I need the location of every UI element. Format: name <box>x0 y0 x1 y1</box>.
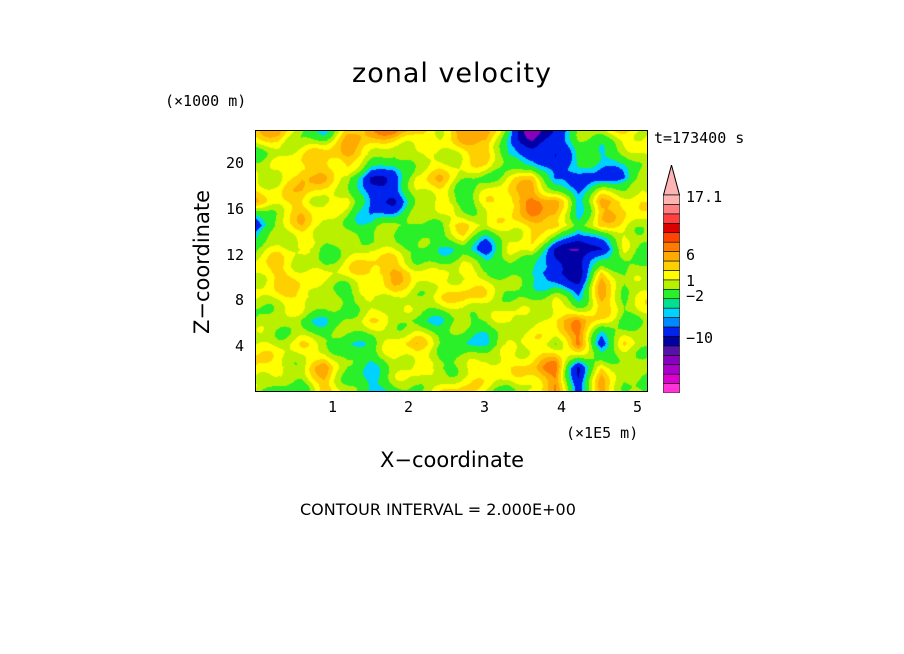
colorbar-swatch <box>663 345 680 356</box>
x-tick-label: 3 <box>480 398 490 416</box>
chart-title: zonal velocity <box>352 58 552 89</box>
colorbar-swatch <box>663 298 680 309</box>
colorbar-swatch <box>663 317 680 328</box>
x-axis-label-text: X−coordinate <box>380 448 524 472</box>
colorbar-swatch <box>663 373 680 384</box>
colorbar-label: 17.1 <box>686 188 723 206</box>
y-axis-label: Z−coordinate <box>190 190 214 334</box>
colorbar-label: 1 <box>686 272 696 290</box>
time-stamp: t=173400 s <box>654 129 745 147</box>
colorbar-swatch <box>663 336 680 347</box>
x-axis-label: X−coordinate <box>0 448 904 472</box>
colorbar-swatch <box>663 383 680 393</box>
colorbar-swatch <box>663 288 680 300</box>
x-tick-label: 2 <box>404 398 414 416</box>
colorbar-swatch <box>663 270 680 281</box>
contour-field <box>255 130 648 392</box>
colorbar-label: −10 <box>686 329 714 347</box>
colorbar-swatch <box>663 251 680 262</box>
colorbar-swatch <box>663 326 680 337</box>
colorbar-swatch <box>663 222 680 234</box>
x-tick-label: 4 <box>557 398 567 416</box>
y-tick-label: 4 <box>235 337 245 355</box>
contour-interval-note: CONTOUR INTERVAL = 2.000E+00 <box>300 500 576 519</box>
colorbar-arrow <box>663 165 680 196</box>
y-axis-unit: (×1000 m) <box>165 92 247 110</box>
colorbar-label: −2 <box>686 287 705 305</box>
colorbar-swatch <box>663 307 680 318</box>
colorbar-swatch <box>663 232 680 243</box>
colorbar <box>663 165 680 393</box>
colorbar-swatch <box>663 204 680 215</box>
y-tick-label: 12 <box>226 246 245 264</box>
y-tick-label: 16 <box>226 200 245 218</box>
x-axis-unit: (×1E5 m) <box>566 424 639 442</box>
x-tick-label: 5 <box>633 398 643 416</box>
colorbar-swatch <box>663 354 680 366</box>
y-tick-label: 20 <box>226 154 245 172</box>
colorbar-swatch <box>663 364 680 375</box>
colorbar-swatch <box>663 194 680 205</box>
colorbar-swatch <box>663 260 680 271</box>
x-tick-label: 1 <box>328 398 338 416</box>
colorbar-swatch <box>663 213 680 224</box>
y-tick-label: 8 <box>235 291 245 309</box>
colorbar-swatch <box>663 279 680 290</box>
colorbar-swatch <box>663 241 680 252</box>
colorbar-label: 6 <box>686 246 696 264</box>
